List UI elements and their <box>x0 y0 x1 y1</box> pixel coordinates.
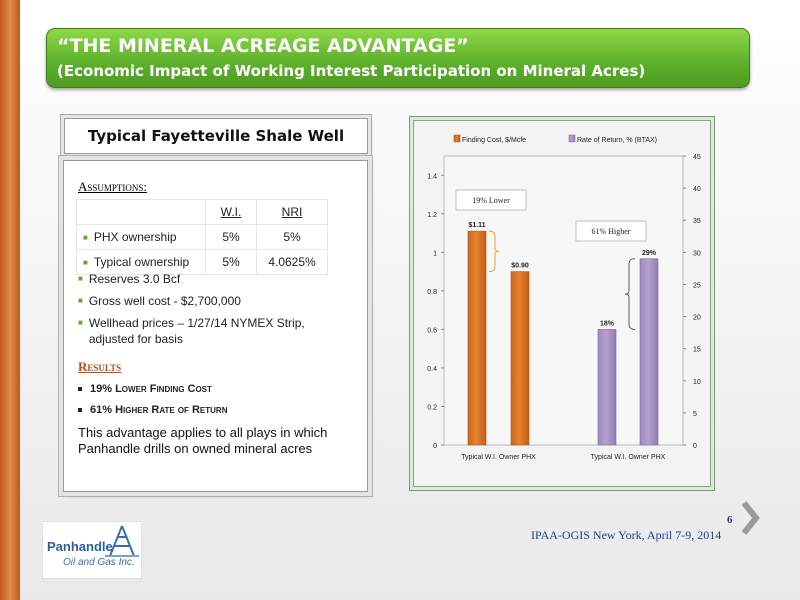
logo-name: Panhandle <box>47 539 113 554</box>
bar-finding-cost <box>467 230 487 446</box>
chevron-right-icon[interactable] <box>740 500 762 536</box>
company-logo: Panhandle Oil and Gas Inc. <box>42 521 142 579</box>
right-axis-tick-label: 0 <box>693 443 697 450</box>
table-cell: ■ Typical ownership <box>76 249 206 275</box>
bullet-icon: ■ <box>78 296 83 305</box>
bar-chart: 0 0.2 0.4 0.6 0.8 1 1.2 1.4 0 5 10 15 20 25 30 35 40 45 Fi… <box>427 134 701 461</box>
table-cell: 4.0625% <box>256 249 328 275</box>
right-axis-tick-label: 5 <box>693 411 697 418</box>
bullet-icon: ■ <box>78 274 83 283</box>
bullet-icon <box>78 387 82 392</box>
table-cell: 5% <box>205 224 257 250</box>
annotation-lower: 19% Lower <box>472 196 510 205</box>
list-item: ■ Wellhead prices – 1/27/14 NYMEX Strip, … <box>78 316 305 346</box>
assumptions-panel: Assumptions: W.I. NRI ■ PHX ownership 5% … <box>63 160 368 492</box>
right-axis-tick-label: 30 <box>693 250 701 257</box>
ownership-table: W.I. NRI ■ PHX ownership 5% 5% ■ Typical o… <box>76 199 328 275</box>
page-number: 6 <box>727 514 733 526</box>
results-heading: Results <box>78 359 122 374</box>
annotation-higher: 61% Higher <box>592 227 631 236</box>
table-header-cell <box>76 199 206 225</box>
slide-subtitle: (Economic Impact of Working Interest Par… <box>57 62 646 80</box>
category-label: Typical W.I. Owner PHX <box>591 454 666 461</box>
annotation-box <box>575 220 647 242</box>
logo-tagline: Oil and Gas Inc. <box>63 557 135 568</box>
list-item: ■ Gross well cost - $2,700,000 <box>78 293 339 315</box>
right-axis-tick-label: 25 <box>693 282 701 289</box>
derrick-icon <box>105 525 139 557</box>
data-label: 29% <box>642 250 657 257</box>
table-row: ■ Typical ownership 5% 4.0625% <box>76 249 328 275</box>
left-axis-tick-label: 1.4 <box>427 173 437 180</box>
advantage-statement: This advantage applies to all plays in w… <box>78 425 328 456</box>
legend-label-rate-of-return: Rate of Return, % (BTAX) <box>577 137 657 144</box>
bullet-icon: ■ <box>78 318 83 327</box>
bar-rate-of-return <box>597 329 617 446</box>
left-axis-tick-label: 0.4 <box>427 366 437 373</box>
table-cell: 5% <box>256 224 328 250</box>
legend-swatch-finding-cost <box>453 134 461 143</box>
assumptions-heading: Assumptions: <box>78 179 148 194</box>
bullet-icon: ■ <box>83 258 88 268</box>
bar-finding-cost <box>510 271 530 446</box>
bullet-icon: ■ <box>83 233 88 243</box>
data-label: $0.90 <box>511 263 529 270</box>
right-axis-tick-label: 35 <box>693 218 701 225</box>
table-header-cell: NRI <box>256 199 328 225</box>
left-accent-bar <box>0 0 20 600</box>
category-label: Typical W.I. Owner PHX <box>461 454 536 461</box>
bar-rate-of-return <box>639 258 659 446</box>
left-axis-tick-label: 1 <box>433 250 437 257</box>
table-cell: ■ PHX ownership <box>76 224 206 250</box>
left-axis-tick-label: 0.8 <box>427 289 437 296</box>
results-list: 19% Lower Finding Cost 61% Higher Rate o… <box>78 383 227 425</box>
right-axis-tick-label: 45 <box>693 154 701 161</box>
bullet-icon <box>78 408 82 413</box>
left-axis-tick-label: 0.6 <box>427 327 437 334</box>
right-axis-tick-label: 20 <box>693 315 701 322</box>
assumptions-list: ■ Reserves 3.0 Bcf ■ Gross well cost - $2,… <box>78 271 339 347</box>
list-item: 61% Higher Rate of Return <box>78 404 227 425</box>
brace-finding-cost <box>488 230 500 273</box>
table-cell: 5% <box>205 249 257 275</box>
data-label: 18% <box>600 320 615 327</box>
left-axis-tick-label: 0.2 <box>427 404 437 411</box>
title-banner: “THE MINERAL ACREAGE ADVANTAGE” (Economi… <box>46 28 750 88</box>
annotation-box <box>455 189 527 211</box>
list-item: ■ Reserves 3.0 Bcf <box>78 271 339 293</box>
slide-title: “THE MINERAL ACREAGE ADVANTAGE” <box>57 35 469 57</box>
table-row: ■ PHX ownership 5% 5% <box>76 224 328 250</box>
table-header-row: W.I. NRI <box>76 199 328 225</box>
table-header-cell: W.I. <box>205 199 257 225</box>
right-axis-tick-label: 15 <box>693 347 701 354</box>
row-label: PHX ownership <box>93 230 177 244</box>
left-axis-tick-label: 0 <box>433 443 437 450</box>
data-label: $1.11 <box>468 222 485 229</box>
left-axis-tick-label: 1.2 <box>427 212 437 219</box>
right-axis-tick-label: 10 <box>693 379 701 386</box>
legend-swatch-rate-of-return <box>568 134 576 143</box>
list-item: 19% Lower Finding Cost <box>78 383 227 404</box>
legend-label-finding-cost: Finding Cost, $/Mcfe <box>462 137 526 144</box>
well-title: Typical Fayetteville Shale Well <box>64 118 368 154</box>
right-axis-tick-label: 40 <box>693 186 701 193</box>
row-label: Typical ownership <box>93 255 190 269</box>
footer-event: IPAA-OGIS New York, April 7-9, 2014 <box>531 528 722 542</box>
brace-rate-of-return <box>624 258 636 330</box>
chart-frame: 0 0.2 0.4 0.6 0.8 1 1.2 1.4 0 5 10 15 20 25 30 35 40 45 Fi… <box>413 120 711 487</box>
